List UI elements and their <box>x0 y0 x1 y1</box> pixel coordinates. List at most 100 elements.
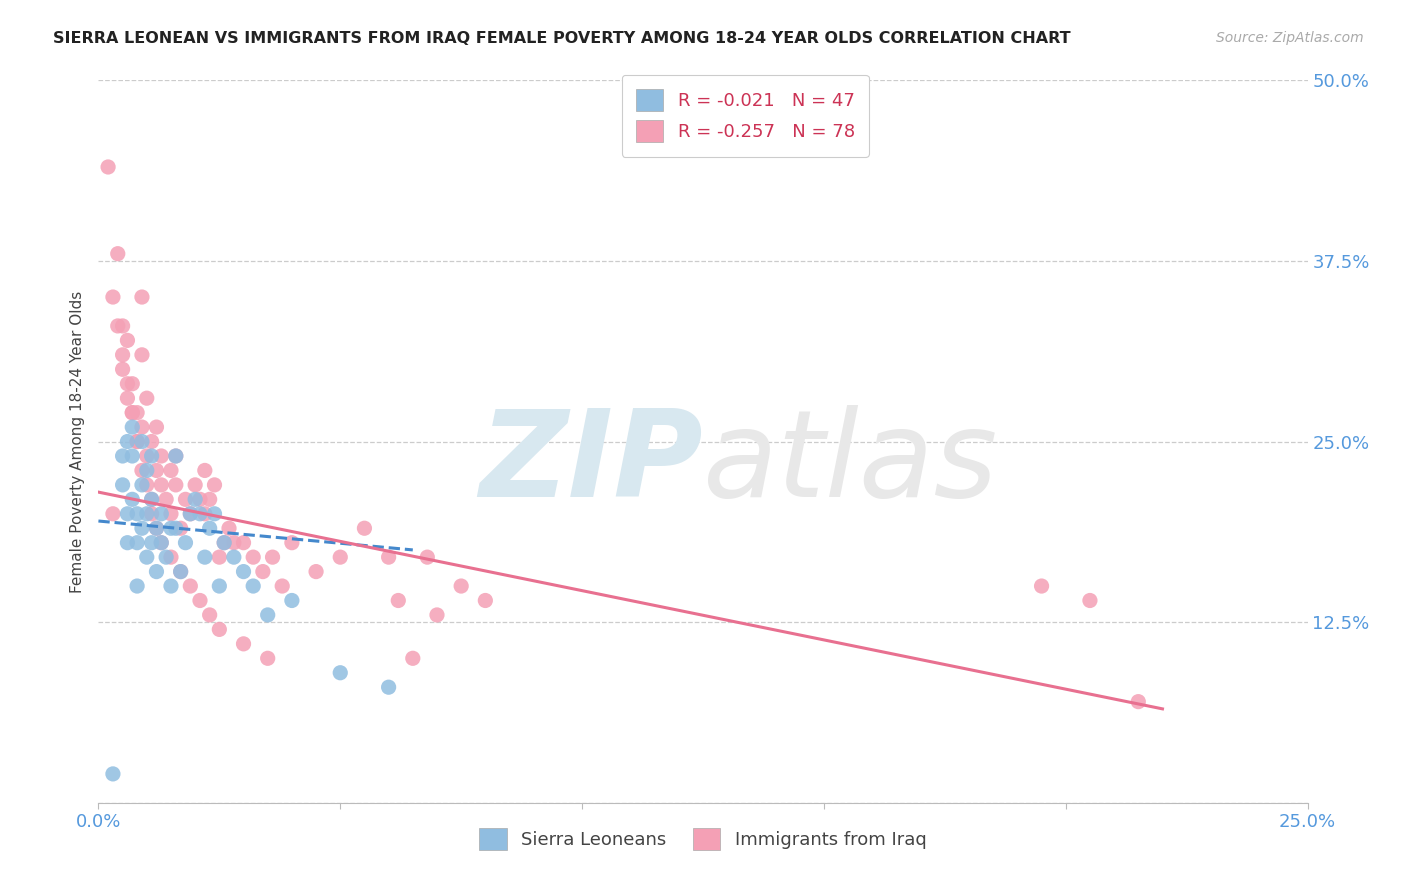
Y-axis label: Female Poverty Among 18-24 Year Olds: Female Poverty Among 18-24 Year Olds <box>69 291 84 592</box>
Point <box>232 637 254 651</box>
Point <box>145 521 167 535</box>
Point <box>188 492 211 507</box>
Point <box>141 507 163 521</box>
Point <box>204 507 226 521</box>
Point <box>256 651 278 665</box>
Point <box>281 593 304 607</box>
Point <box>222 535 245 549</box>
Point <box>208 550 231 565</box>
Point <box>212 535 235 549</box>
Point <box>329 665 352 680</box>
Point <box>127 535 149 549</box>
Point <box>150 507 173 521</box>
Point <box>121 449 143 463</box>
Point <box>305 565 328 579</box>
Point <box>141 492 163 507</box>
Point <box>387 593 409 607</box>
Legend: Sierra Leoneans, Immigrants from Iraq: Sierra Leoneans, Immigrants from Iraq <box>471 819 935 859</box>
Point <box>281 535 304 549</box>
Point <box>198 521 221 535</box>
Point <box>111 362 134 376</box>
Point <box>160 521 183 535</box>
Point <box>117 334 139 348</box>
Point <box>194 507 217 521</box>
Point <box>135 449 157 463</box>
Point <box>111 348 134 362</box>
Point <box>179 579 201 593</box>
Point <box>160 579 183 593</box>
Point <box>160 550 183 565</box>
Point <box>135 507 157 521</box>
Point <box>1128 695 1150 709</box>
Point <box>155 492 177 507</box>
Point <box>117 434 139 449</box>
Point <box>150 535 173 549</box>
Point <box>101 767 124 781</box>
Point <box>127 434 149 449</box>
Point <box>145 521 167 535</box>
Point <box>131 478 153 492</box>
Point <box>111 478 134 492</box>
Text: ZIP: ZIP <box>479 405 703 522</box>
Text: SIERRA LEONEAN VS IMMIGRANTS FROM IRAQ FEMALE POVERTY AMONG 18-24 YEAR OLDS CORR: SIERRA LEONEAN VS IMMIGRANTS FROM IRAQ F… <box>53 31 1071 46</box>
Point <box>121 406 143 420</box>
Point <box>131 348 153 362</box>
Point <box>141 434 163 449</box>
Point <box>198 607 221 622</box>
Point <box>97 160 120 174</box>
Point <box>179 507 201 521</box>
Point <box>121 406 143 420</box>
Point <box>208 623 231 637</box>
Point <box>165 521 187 535</box>
Point <box>131 521 153 535</box>
Point <box>160 463 183 477</box>
Point <box>150 478 173 492</box>
Point <box>135 478 157 492</box>
Point <box>232 565 254 579</box>
Point <box>426 607 449 622</box>
Point <box>127 507 149 521</box>
Point <box>242 579 264 593</box>
Point <box>232 535 254 549</box>
Point <box>150 535 173 549</box>
Point <box>145 420 167 434</box>
Point <box>145 463 167 477</box>
Point <box>353 521 375 535</box>
Point <box>329 550 352 565</box>
Point <box>117 535 139 549</box>
Point <box>107 318 129 333</box>
Point <box>141 449 163 463</box>
Point <box>222 550 245 565</box>
Point <box>198 492 221 507</box>
Point <box>131 420 153 434</box>
Point <box>131 463 153 477</box>
Point <box>377 680 399 694</box>
Text: atlas: atlas <box>703 405 998 522</box>
Point <box>127 579 149 593</box>
Point <box>169 521 191 535</box>
Point <box>121 492 143 507</box>
Text: Source: ZipAtlas.com: Source: ZipAtlas.com <box>1216 31 1364 45</box>
Point <box>150 449 173 463</box>
Point <box>242 550 264 565</box>
Point <box>117 391 139 405</box>
Point <box>174 535 197 549</box>
Point <box>155 550 177 565</box>
Point <box>1078 593 1101 607</box>
Point <box>262 550 284 565</box>
Point <box>252 565 274 579</box>
Point <box>111 318 134 333</box>
Point <box>1031 579 1053 593</box>
Point <box>218 521 240 535</box>
Point <box>204 478 226 492</box>
Point <box>141 535 163 549</box>
Point <box>377 550 399 565</box>
Point <box>194 463 217 477</box>
Point <box>165 478 187 492</box>
Point <box>212 535 235 549</box>
Point <box>131 290 153 304</box>
Point <box>165 449 187 463</box>
Point <box>256 607 278 622</box>
Point <box>145 565 167 579</box>
Point <box>179 507 201 521</box>
